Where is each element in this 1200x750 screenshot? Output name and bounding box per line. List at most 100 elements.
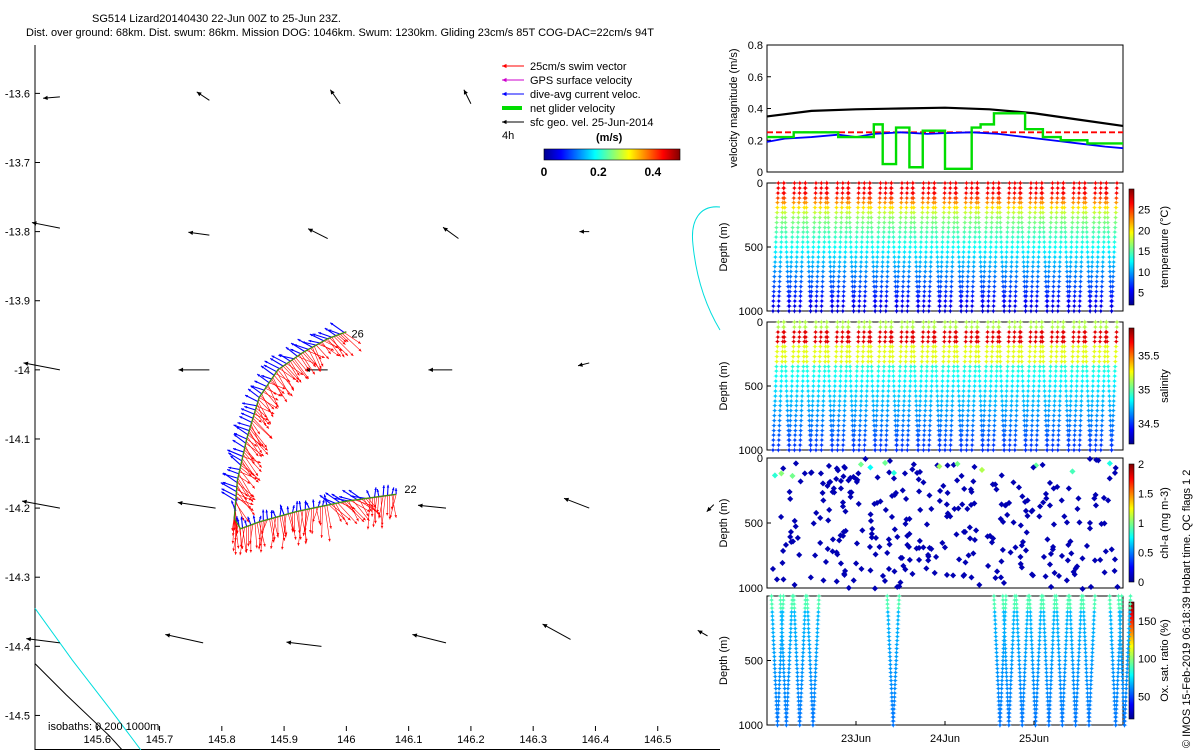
- swim-vector-head: [266, 425, 269, 429]
- section-point: ✦: [813, 179, 820, 188]
- section-point: ✦: [927, 273, 934, 282]
- section-point: ✦: [931, 189, 938, 198]
- section-point: ◆: [970, 477, 977, 486]
- section-point: ✦: [859, 228, 866, 237]
- dac-vector-head: [258, 515, 262, 519]
- section-point: ✦: [799, 248, 806, 257]
- swim-vector-head: [367, 509, 371, 512]
- isobath-0-edge: [691, 206, 721, 331]
- section-point: ✦: [919, 214, 926, 223]
- section-point: ✦: [807, 292, 814, 301]
- swim-vector-head: [338, 353, 341, 357]
- section-point: ✦: [958, 307, 965, 316]
- swim-vector: [290, 513, 297, 540]
- section-point: ✦: [951, 204, 958, 213]
- section-point: ✦: [885, 248, 892, 257]
- section-point: ✦: [779, 214, 786, 223]
- geo-vector-head: [443, 227, 448, 232]
- swim-vector-head: [284, 534, 287, 538]
- section-point: ✦: [815, 243, 822, 252]
- dac-vector-head: [261, 509, 265, 513]
- section-point: ✦: [842, 248, 849, 257]
- section-y-tick-label: 500: [745, 381, 763, 393]
- section-point: ✦: [825, 223, 832, 232]
- section-point: ✦: [874, 248, 881, 257]
- swim-vector-head: [246, 519, 249, 523]
- section-point: ✦: [927, 278, 934, 287]
- section-point: ✦: [772, 248, 779, 257]
- section-point: ✦: [847, 238, 854, 247]
- section-point: ✦: [778, 228, 785, 237]
- dac-vector-head: [376, 489, 380, 492]
- section-point: ✦: [815, 248, 822, 257]
- section-point: ✦: [916, 282, 923, 291]
- section-point: ✦: [928, 238, 935, 247]
- section-point: ✦: [946, 204, 953, 213]
- legend-item-dac: dive-avg current veloc.: [530, 89, 641, 101]
- swim-vector-head: [358, 348, 362, 352]
- swim-vector: [337, 502, 358, 525]
- dac-vector-head: [391, 487, 395, 491]
- section-point: ✦: [851, 287, 858, 296]
- section-point: ✦: [871, 278, 878, 287]
- swim-vector-head: [276, 534, 279, 538]
- swim-vector: [328, 504, 346, 521]
- section-point: ✦: [906, 253, 913, 262]
- section-point: ✦: [952, 199, 959, 208]
- section-point: ✦: [839, 189, 846, 198]
- section-point: ◆: [813, 508, 820, 517]
- swim-vector-head: [361, 519, 365, 523]
- geo-vector-head: [188, 230, 194, 236]
- section-point: ✦: [948, 282, 955, 291]
- section-point: ✦: [798, 268, 805, 277]
- geo-vector-head: [23, 361, 29, 366]
- section-point: ✦: [857, 278, 864, 287]
- section-point: ✦: [784, 253, 791, 262]
- section-point: ✦: [973, 189, 980, 198]
- dac-vector-head: [222, 473, 226, 476]
- section-point: ◆: [968, 485, 975, 494]
- swim-vector-head: [247, 543, 250, 547]
- swim-vector-head: [373, 508, 377, 512]
- dac-vector-head: [297, 339, 301, 342]
- section-point: ✦: [840, 302, 847, 311]
- legend-item-net: net glider velocity: [530, 103, 615, 115]
- section-point: ✦: [943, 273, 950, 282]
- section-point: ✦: [954, 218, 961, 227]
- section-point: ✦: [953, 189, 960, 198]
- section-colorbar-tick: 150: [1138, 616, 1156, 628]
- section-point: ✦: [816, 238, 823, 247]
- section-point: ✦: [963, 194, 970, 203]
- section-point: ✦: [858, 258, 865, 267]
- swim-vector: [250, 426, 268, 448]
- section-point: ✦: [835, 297, 842, 306]
- section-point: ◆: [937, 486, 944, 495]
- velocity-series-net: [767, 112, 1123, 171]
- section-point: ✦: [966, 243, 973, 252]
- section-point: ✦: [940, 218, 947, 227]
- section-point: ✦: [887, 209, 894, 218]
- section-point: ✦: [872, 302, 879, 311]
- section-point: ✦: [971, 243, 978, 252]
- section-point: ✦: [801, 199, 808, 208]
- swim-vector: [279, 516, 285, 541]
- swim-vector-head: [255, 479, 259, 483]
- section-point: ✦: [878, 292, 885, 301]
- section-point: ✦: [775, 302, 782, 311]
- geo-vector: [165, 633, 204, 644]
- section-point: ✦: [926, 297, 933, 306]
- section-point: ✦: [776, 278, 783, 287]
- section-point: ✦: [944, 248, 951, 257]
- section-point: ✦: [840, 292, 847, 301]
- section-point: ✦: [944, 263, 951, 272]
- section-point: ✦: [877, 302, 884, 311]
- dac-vector-head: [241, 402, 245, 405]
- section-point: ✦: [839, 184, 846, 193]
- section-point: ✦: [964, 278, 971, 287]
- section-point: ✦: [954, 209, 961, 218]
- section-point: ✦: [900, 273, 907, 282]
- geo-vector-head: [697, 630, 703, 635]
- section-point: ◆: [1023, 546, 1030, 555]
- section-point: ✦: [790, 209, 797, 218]
- section-point: ✦: [804, 218, 811, 227]
